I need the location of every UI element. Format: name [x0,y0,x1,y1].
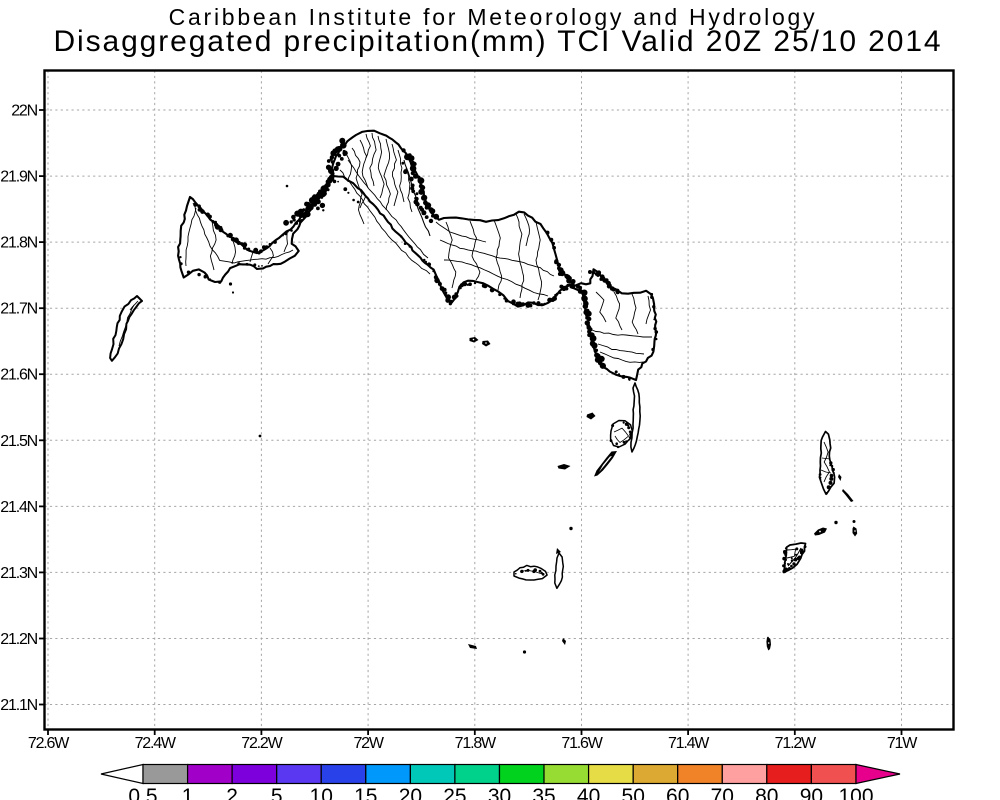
svg-text:90: 90 [800,785,823,800]
svg-text:5: 5 [271,785,283,800]
svg-text:22N: 22N [11,103,37,120]
svg-text:21.9N: 21.9N [0,169,37,186]
svg-text:72W: 72W [353,735,384,752]
svg-text:21.5N: 21.5N [0,433,37,450]
svg-text:30: 30 [488,785,511,800]
svg-text:71W: 71W [887,735,918,752]
svg-text:0.5: 0.5 [128,785,157,800]
svg-text:71.8W: 71.8W [455,735,497,752]
svg-text:35: 35 [532,785,555,800]
svg-text:20: 20 [399,785,422,800]
svg-text:15: 15 [354,785,377,800]
svg-text:Disaggregated precipitation(mm: Disaggregated precipitation(mm) TCI Vali… [53,25,942,58]
svg-text:21.7N: 21.7N [0,301,37,318]
svg-text:100: 100 [838,785,873,800]
svg-text:21.8N: 21.8N [0,235,37,252]
svg-text:21.2N: 21.2N [0,631,37,648]
svg-text:10: 10 [310,785,333,800]
svg-text:21.6N: 21.6N [0,367,37,384]
svg-text:72.6W: 72.6W [28,735,70,752]
svg-text:25: 25 [443,785,466,800]
svg-text:1: 1 [182,785,194,800]
svg-text:72.4W: 72.4W [135,735,177,752]
svg-text:71.2W: 71.2W [775,735,817,752]
svg-text:40: 40 [577,785,600,800]
svg-text:21.1N: 21.1N [0,697,37,714]
svg-text:71.6W: 71.6W [561,735,603,752]
svg-text:50: 50 [622,785,645,800]
svg-text:2: 2 [226,785,238,800]
svg-text:72.2W: 72.2W [241,735,283,752]
svg-text:Caribbean Institute for Meteor: Caribbean Institute for Meteorology and … [169,4,818,30]
svg-text:21.3N: 21.3N [0,565,37,582]
svg-text:70: 70 [711,785,734,800]
svg-text:21.4N: 21.4N [0,499,37,516]
svg-text:80: 80 [755,785,778,800]
svg-text:60: 60 [666,785,689,800]
svg-text:71.4W: 71.4W [668,735,710,752]
